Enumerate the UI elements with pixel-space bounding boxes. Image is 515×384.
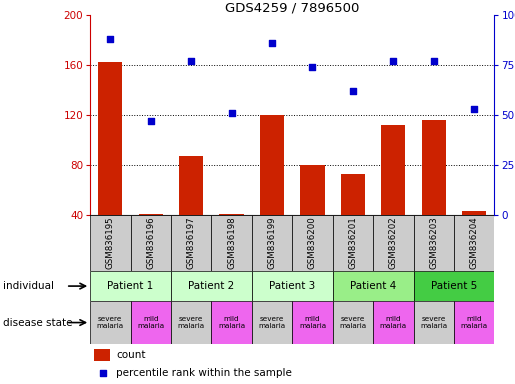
Text: disease state: disease state [3,318,72,328]
Text: GSM836201: GSM836201 [349,217,357,269]
Text: percentile rank within the sample: percentile rank within the sample [116,368,293,378]
Text: GSM836195: GSM836195 [106,217,115,269]
Bar [139,214,163,215]
Text: GSM836204: GSM836204 [470,217,478,269]
Bar [94,349,110,361]
Text: GSM836203: GSM836203 [430,217,438,269]
Bar [462,211,486,215]
Point [99,370,108,376]
Point [349,88,357,94]
Text: GSM836199: GSM836199 [268,217,277,269]
Bar [333,271,414,301]
Text: individual: individual [3,281,54,291]
Bar [219,214,244,215]
Bar [171,301,212,344]
Bar [341,174,365,215]
Point [228,110,236,116]
Bar [211,301,252,344]
Bar [171,215,212,271]
Point [470,106,478,112]
Bar [414,271,494,301]
Bar [98,61,123,215]
Bar [381,125,405,215]
Point [389,58,398,65]
Bar [131,301,171,344]
Text: severe
malaria: severe malaria [97,316,124,329]
Text: Patient 2: Patient 2 [188,281,234,291]
Bar [414,301,454,344]
Bar [293,301,333,344]
Title: GDS4259 / 7896500: GDS4259 / 7896500 [225,1,359,14]
Bar [90,215,131,271]
Bar [90,271,171,301]
Text: GSM836198: GSM836198 [227,217,236,269]
Text: mild
malaria: mild malaria [299,316,326,329]
Bar [179,156,203,215]
Text: severe
malaria: severe malaria [339,316,367,329]
Text: severe
malaria: severe malaria [259,316,286,329]
Text: GSM836197: GSM836197 [187,217,196,269]
Text: severe
malaria: severe malaria [420,316,448,329]
Bar [211,215,252,271]
Point [430,58,438,65]
Point [187,58,195,65]
Text: Patient 3: Patient 3 [269,281,315,291]
Bar [373,215,414,271]
Text: Patient 4: Patient 4 [350,281,396,291]
Point [106,36,114,42]
Text: Patient 1: Patient 1 [108,281,153,291]
Text: count: count [116,350,146,360]
Bar [252,301,293,344]
Point [147,118,155,124]
Text: mild
malaria: mild malaria [380,316,407,329]
Bar [333,215,373,271]
Bar [373,301,414,344]
Text: mild
malaria: mild malaria [137,316,164,329]
Text: GSM836200: GSM836200 [308,217,317,269]
Text: GSM836196: GSM836196 [146,217,155,269]
Bar [454,301,494,344]
Bar [252,271,333,301]
Bar [414,215,454,271]
Bar [454,215,494,271]
Bar [171,271,252,301]
Bar [333,301,373,344]
Text: mild
malaria: mild malaria [218,316,245,329]
Bar [300,165,324,215]
Point [268,40,276,46]
Bar [260,115,284,215]
Text: severe
malaria: severe malaria [178,316,205,329]
Bar [422,120,446,215]
Point [308,64,317,70]
Text: Patient 5: Patient 5 [431,281,477,291]
Bar [252,215,293,271]
Bar [131,215,171,271]
Bar [90,301,131,344]
Text: mild
malaria: mild malaria [460,316,488,329]
Text: GSM836202: GSM836202 [389,217,398,269]
Bar [293,215,333,271]
